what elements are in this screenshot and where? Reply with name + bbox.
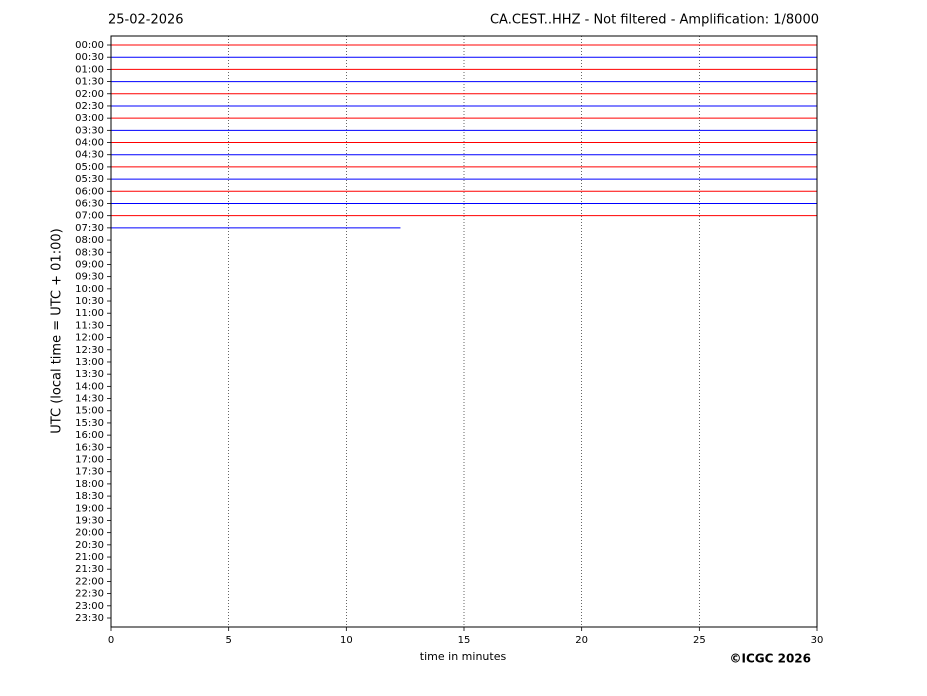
y-tick-label: 19:30 (75, 515, 104, 526)
y-tick-label: 19:00 (75, 503, 104, 514)
y-tick-label: 02:00 (75, 89, 104, 100)
y-tick-label: 15:00 (75, 406, 104, 417)
chart-date: 25-02-2026 (108, 13, 184, 28)
x-tick-label: 25 (693, 635, 706, 646)
y-tick-label: 16:00 (75, 430, 104, 441)
x-tick-label: 10 (340, 635, 353, 646)
y-tick-label: 22:30 (75, 589, 104, 600)
y-tick-label: 14:30 (75, 394, 104, 405)
y-tick-label: 08:00 (75, 235, 104, 246)
y-tick-label: 11:00 (75, 308, 104, 319)
y-tick-label: 20:00 (75, 528, 104, 539)
chart-title: CA.CEST..HHZ - Not filtered - Amplificat… (490, 13, 819, 28)
x-tick-label: 5 (225, 635, 231, 646)
y-tick-label: 14:00 (75, 381, 104, 392)
y-tick-label: 18:30 (75, 491, 104, 502)
y-tick-label: 09:30 (75, 272, 104, 283)
y-tick-label: 16:30 (75, 442, 104, 453)
x-tick-label: 30 (811, 635, 824, 646)
x-tick-label: 15 (458, 635, 471, 646)
x-tick-label: 20 (575, 635, 588, 646)
y-tick-label: 21:00 (75, 552, 104, 563)
y-tick-label: 03:00 (75, 113, 104, 124)
y-tick-label: 21:30 (75, 564, 104, 575)
y-tick-label: 20:30 (75, 540, 104, 551)
y-tick-label: 13:00 (75, 357, 104, 368)
y-tick-label: 02:30 (75, 101, 104, 112)
y-tick-label: 00:00 (75, 40, 104, 51)
y-tick-label: 12:30 (75, 345, 104, 356)
y-tick-label: 09:00 (75, 259, 104, 270)
y-tick-label: 23:30 (75, 613, 104, 624)
y-tick-label: 01:30 (75, 77, 104, 88)
y-tick-label: 18:00 (75, 479, 104, 490)
y-tick-label: 01:00 (75, 64, 104, 75)
y-tick-label: 07:30 (75, 223, 104, 234)
y-tick-label: 06:30 (75, 198, 104, 209)
y-tick-label: 04:30 (75, 150, 104, 161)
y-tick-label: 06:00 (75, 186, 104, 197)
y-tick-label: 00:30 (75, 52, 104, 63)
y-tick-label: 23:00 (75, 601, 104, 612)
y-tick-label: 22:00 (75, 576, 104, 587)
credit: ©ICGC 2026 (729, 652, 811, 666)
x-tick-label: 0 (108, 635, 114, 646)
y-tick-label: 03:30 (75, 125, 104, 136)
y-tick-label: 04:00 (75, 138, 104, 149)
y-tick-label: 17:00 (75, 455, 104, 466)
y-tick-label: 15:30 (75, 418, 104, 429)
y-tick-label: 08:30 (75, 247, 104, 258)
y-tick-label: 05:00 (75, 162, 104, 173)
y-tick-label: 05:30 (75, 174, 104, 185)
y-tick-label: 10:00 (75, 284, 104, 295)
y-tick-label: 10:30 (75, 296, 104, 307)
x-axis-label: time in minutes (420, 650, 507, 663)
y-tick-label: 17:30 (75, 467, 104, 478)
y-tick-label: 07:00 (75, 211, 104, 222)
y-tick-label: 11:30 (75, 320, 104, 331)
y-axis-label: UTC (local time = UTC + 01:00) (50, 228, 65, 433)
y-tick-label: 12:00 (75, 333, 104, 344)
plot-frame (110, 35, 818, 628)
y-tick-label: 13:30 (75, 369, 104, 380)
